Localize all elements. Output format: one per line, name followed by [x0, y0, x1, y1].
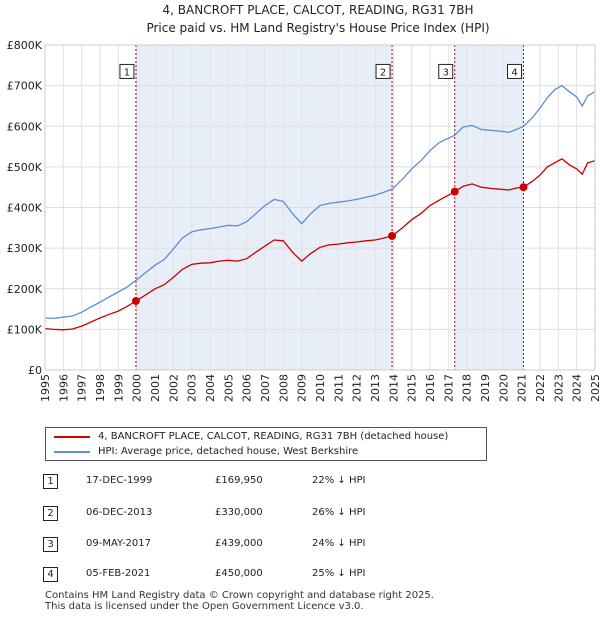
- sale-date: 17-DEC-1999: [86, 475, 153, 486]
- x-tick-label: 2024: [571, 374, 584, 402]
- sale-marker-label: 1: [124, 67, 130, 78]
- sale-hpi-diff: 25% ↓ HPI: [312, 568, 366, 579]
- footer: Contains HM Land Registry data © Crown c…: [45, 590, 434, 612]
- sale-hpi-diff: 22% ↓ HPI: [312, 475, 366, 486]
- x-tick-label: 2001: [149, 374, 162, 402]
- x-tick-label: 1999: [112, 374, 125, 402]
- x-tick-label: 2012: [351, 374, 364, 402]
- hpi-line: [44, 84, 596, 320]
- x-tick-label: 2020: [497, 374, 510, 402]
- legend: 4, BANCROFT PLACE, CALCOT, READING, RG31…: [45, 427, 487, 461]
- legend-swatch-hpi: [54, 451, 90, 453]
- sale-date: 06-DEC-2013: [86, 507, 153, 518]
- sale-price: £439,000: [215, 538, 263, 549]
- x-tick-label: 2015: [406, 374, 419, 402]
- y-tick-label: £200K: [7, 283, 43, 296]
- price-chart: 4, BANCROFT PLACE, CALCOT, READING, RG31…: [7, 3, 600, 402]
- chart-title: 4, BANCROFT PLACE, CALCOT, READING, RG31…: [163, 3, 474, 17]
- sale-row: 4 05-FEB-2021 £450,000 25% ↓ HPI: [0, 567, 600, 585]
- sale-price: £330,000: [215, 507, 263, 518]
- sale-point: [519, 183, 528, 192]
- legend-item-hpi: HPI: Average price, detached house, West…: [46, 444, 486, 460]
- x-tick-label: 2002: [167, 374, 180, 402]
- y-tick-label: £600K: [7, 120, 43, 133]
- x-tick-label: 2017: [442, 374, 455, 402]
- y-tick-label: £100K: [7, 323, 43, 336]
- x-tick-label: 2014: [387, 374, 400, 402]
- x-tick-label: 2008: [277, 374, 290, 402]
- sale-point: [388, 231, 397, 240]
- sale-marker-label: 4: [511, 67, 517, 78]
- sale-price: £169,950: [215, 475, 263, 486]
- sale-row: 1 17-DEC-1999 £169,950 22% ↓ HPI: [0, 474, 600, 492]
- x-tick-label: 2006: [241, 374, 254, 402]
- x-tick-label: 2013: [369, 374, 382, 402]
- y-tick-label: £300K: [7, 242, 43, 255]
- x-tick-label: 2007: [259, 374, 272, 402]
- sale-marker-box: [375, 63, 391, 79]
- x-tick-label: 2003: [186, 374, 199, 402]
- sale-row: 3 09-MAY-2017 £439,000 24% ↓ HPI: [0, 537, 600, 555]
- x-tick-label: 2019: [479, 374, 492, 402]
- sale-hpi-diff: 26% ↓ HPI: [312, 507, 366, 518]
- y-tick-label: £400K: [7, 202, 43, 215]
- plot-border: [44, 44, 596, 371]
- sale-marker-box: [507, 63, 522, 79]
- legend-swatch-property: [54, 436, 90, 438]
- sale-date: 09-MAY-2017: [86, 538, 152, 549]
- x-tick-label: 2010: [314, 374, 327, 402]
- x-tick-label: 2016: [424, 374, 437, 402]
- sale-row: 2 06-DEC-2013 £330,000 26% ↓ HPI: [0, 506, 600, 524]
- footer-licence: This data is licensed under the Open Gov…: [45, 601, 364, 612]
- x-tick-label: 1996: [57, 374, 70, 402]
- x-tick-label: 2005: [222, 374, 235, 402]
- chart-subtitle: Price paid vs. HM Land Registry's House …: [146, 21, 489, 35]
- legend-item-property: 4, BANCROFT PLACE, CALCOT, READING, RG31…: [46, 429, 486, 445]
- sale-marker-label: 3: [443, 67, 449, 78]
- sale-price: £450,000: [215, 568, 263, 579]
- x-tick-label: 2009: [296, 374, 309, 402]
- y-tick-label: £700K: [7, 80, 43, 93]
- sale-hpi-diff: 24% ↓ HPI: [312, 538, 366, 549]
- x-tick-label: 2004: [204, 374, 217, 402]
- x-tick-label: 2021: [516, 374, 529, 402]
- x-tick-label: 1995: [39, 374, 52, 402]
- sale-marker-box: [119, 63, 135, 79]
- x-tick-label: 2023: [552, 374, 565, 402]
- y-tick-label: £500K: [7, 161, 43, 174]
- sale-marker-label: 2: [380, 67, 386, 78]
- legend-label-hpi: HPI: Average price, detached house, West…: [98, 446, 359, 457]
- x-tick-label: 2018: [461, 374, 474, 402]
- legend-label-property: 4, BANCROFT PLACE, CALCOT, READING, RG31…: [98, 431, 449, 442]
- sale-number-badge: 1: [43, 474, 58, 489]
- y-tick-label: £800K: [7, 39, 43, 52]
- y-tick-label: £0: [28, 364, 42, 377]
- sale-point: [450, 187, 459, 196]
- sale-point: [131, 296, 140, 305]
- sale-marker-box: [438, 63, 454, 79]
- x-tick-label: 2000: [131, 374, 144, 402]
- x-tick-label: 1998: [94, 374, 107, 402]
- sale-number-badge: 3: [43, 537, 58, 552]
- sale-number-badge: 2: [43, 506, 58, 521]
- sale-number-badge: 4: [43, 567, 58, 582]
- sale-date: 05-FEB-2021: [86, 568, 151, 579]
- x-tick-label: 2011: [332, 374, 345, 402]
- x-tick-label: 1997: [76, 374, 89, 402]
- x-tick-label: 2025: [589, 374, 600, 402]
- x-tick-label: 2022: [534, 374, 547, 402]
- footer-copyright: Contains HM Land Registry data © Crown c…: [45, 590, 434, 601]
